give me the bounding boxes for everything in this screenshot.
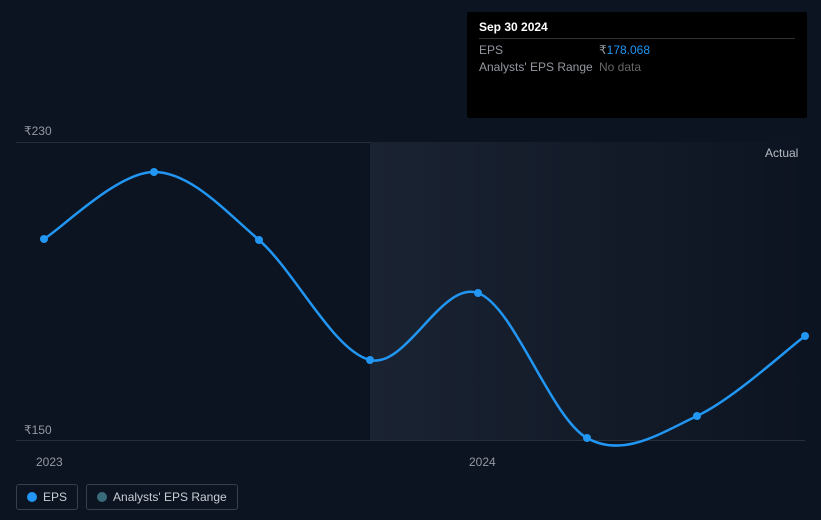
legend-text: EPS [43,490,67,504]
x-axis-label-2023: 2023 [36,455,63,469]
eps-point[interactable] [583,434,591,442]
eps-point[interactable] [40,235,48,243]
eps-point[interactable] [255,236,263,244]
tooltip-row-eps: EPS ₹178.068 [479,43,795,57]
chart-tooltip: Sep 30 2024 EPS ₹178.068 Analysts' EPS R… [467,12,807,118]
legend-text: Analysts' EPS Range [113,490,227,504]
tooltip-date: Sep 30 2024 [479,20,795,39]
eps-point[interactable] [150,168,158,176]
tooltip-row-range: Analysts' EPS Range No data [479,60,795,74]
eps-line[interactable] [44,172,805,446]
legend-item-analysts-range[interactable]: Analysts' EPS Range [86,484,238,510]
tooltip-value: ₹178.068 [599,43,650,57]
legend-item-eps[interactable]: EPS [16,484,78,510]
tooltip-label: Analysts' EPS Range [479,60,599,74]
eps-point[interactable] [366,356,374,364]
eps-point[interactable] [474,289,482,297]
legend-dot-icon [27,492,37,502]
legend-dot-icon [97,492,107,502]
chart-container: ₹230 ₹150 Actual 2023 2024 Sep 30 2024 E… [0,0,821,520]
tooltip-nodata: No data [599,60,641,74]
eps-point[interactable] [801,332,809,340]
x-axis-label-2024: 2024 [469,455,496,469]
tooltip-label: EPS [479,43,599,57]
eps-point[interactable] [693,412,701,420]
chart-legend: EPS Analysts' EPS Range [16,484,238,510]
